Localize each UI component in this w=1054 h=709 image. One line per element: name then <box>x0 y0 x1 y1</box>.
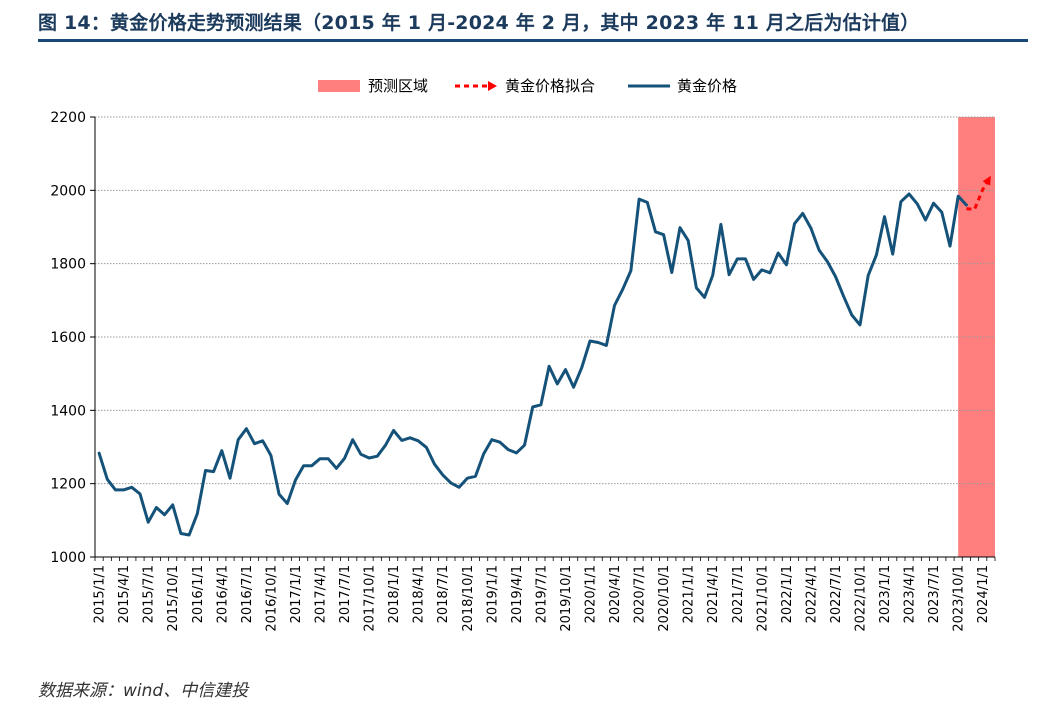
legend-label-fit: 黄金价格拟合 <box>505 77 595 95</box>
x-tick-label: 2020/4/1 <box>608 565 623 623</box>
x-tick-label: 2015/4/1 <box>117 565 132 623</box>
gold-price-fit-arrowhead <box>982 175 991 186</box>
x-tick-label: 2017/1/1 <box>289 565 304 623</box>
x-tick-label: 2017/10/1 <box>363 565 378 632</box>
forecast-region <box>958 117 995 557</box>
x-tick-label: 2020/7/1 <box>633 565 648 623</box>
x-tick-label: 2019/10/1 <box>559 565 574 632</box>
y-tick-label: 2000 <box>50 183 86 199</box>
x-tick-label: 2022/4/1 <box>804 565 819 623</box>
x-tick-label: 2016/1/1 <box>191 565 206 623</box>
x-tick-label: 2020/1/1 <box>584 565 599 623</box>
x-tick-label: 2021/4/1 <box>706 565 721 623</box>
y-tick-label: 1200 <box>50 477 86 493</box>
x-tick-label: 2017/7/1 <box>338 565 353 623</box>
x-tick-label: 2015/10/1 <box>166 565 181 632</box>
gold-price-fit-line <box>966 180 990 211</box>
x-tick-label: 2022/1/1 <box>780 565 795 623</box>
x-tick-label: 2023/7/1 <box>927 565 942 623</box>
x-tick-label: 2019/4/1 <box>510 565 525 623</box>
x-tick-label: 2018/10/1 <box>461 565 476 632</box>
y-tick-label: 1600 <box>50 330 86 346</box>
x-tick-label: 2018/1/1 <box>387 565 402 623</box>
x-tick-label: 2017/4/1 <box>314 565 329 623</box>
figure-title: 图 14：黄金价格走势预测结果（2015 年 1 月-2024 年 2 月，其中… <box>38 12 920 34</box>
x-tick-label: 2018/7/1 <box>436 565 451 623</box>
x-tick-label: 2015/7/1 <box>142 565 157 623</box>
source-note: 数据来源：wind、中信建投 <box>38 681 249 701</box>
x-tick-label: 2024/1/1 <box>976 565 991 623</box>
x-tick-label: 2016/7/1 <box>240 565 255 623</box>
x-tick-label: 2020/10/1 <box>657 565 672 632</box>
x-tick-label: 2016/10/1 <box>264 565 279 632</box>
x-tick-label: 2021/1/1 <box>682 565 697 623</box>
legend-swatch-forecast-region <box>318 80 360 92</box>
x-tick-label: 2019/7/1 <box>534 565 549 623</box>
legend-label-forecast-region: 预测区域 <box>368 77 428 95</box>
x-tick-label: 2021/10/1 <box>755 565 770 632</box>
x-tick-label: 2023/10/1 <box>952 565 967 632</box>
x-tick-label: 2018/4/1 <box>412 565 427 623</box>
legend-label-price: 黄金价格 <box>677 77 737 95</box>
x-tick-label: 2022/10/1 <box>854 565 869 632</box>
x-tick-label: 2023/1/1 <box>878 565 893 623</box>
x-tick-label: 2023/4/1 <box>903 565 918 623</box>
y-tick-label: 1800 <box>50 257 86 273</box>
legend-swatch-fit-arrow <box>488 81 497 91</box>
y-tick-label: 1000 <box>50 550 86 566</box>
title-rule <box>38 39 1028 42</box>
x-tick-label: 2015/1/1 <box>93 565 108 623</box>
x-tick-label: 2016/4/1 <box>215 565 230 623</box>
x-tick-label: 2021/7/1 <box>731 565 746 623</box>
y-tick-label: 2200 <box>50 110 86 126</box>
gold-price-line <box>97 192 968 537</box>
x-tick-label: 2022/7/1 <box>829 565 844 623</box>
y-tick-label: 1400 <box>50 403 86 419</box>
x-tick-label: 2019/1/1 <box>485 565 500 623</box>
legend: 预测区域 黄金价格拟合 黄金价格 <box>318 77 737 95</box>
